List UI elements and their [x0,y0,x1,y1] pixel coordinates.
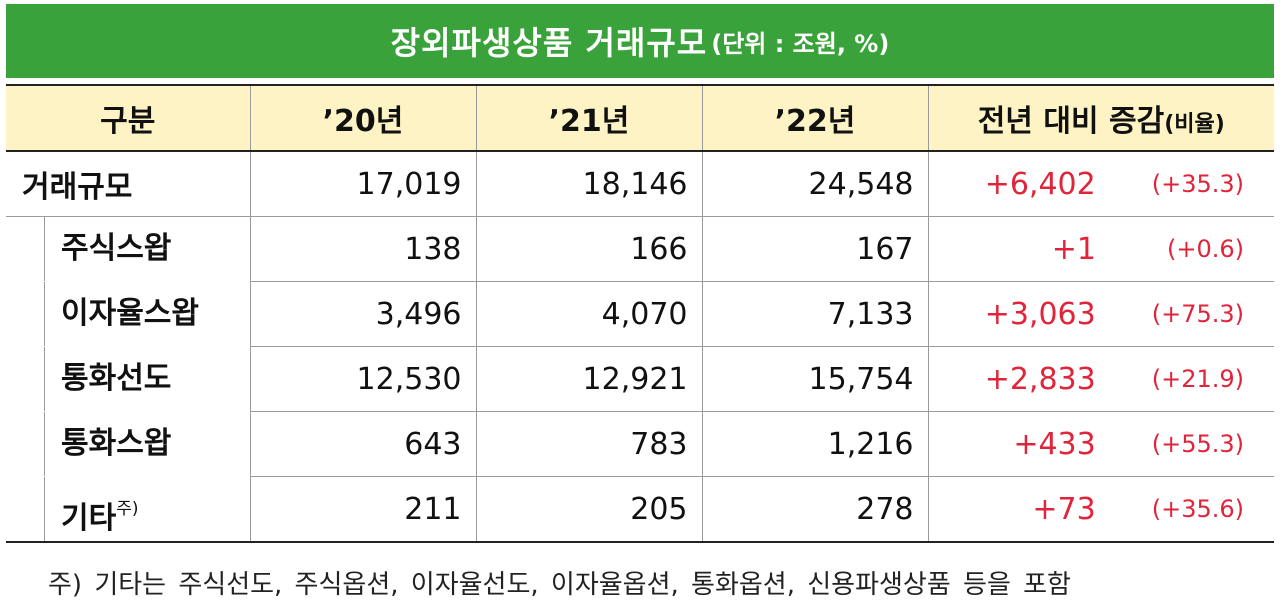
header-row: 구분 ’20년 ’21년 ’22년 전년 대비 증감(비율) [6,84,1274,152]
row-label-wrap: 기타주) [44,476,250,541]
value-2022: 24,548 [701,151,928,217]
value-2021: 4,070 [475,281,702,347]
derivatives-table: 구분 ’20년 ’21년 ’22년 전년 대비 증감(비율) 거래규모 17,0… [6,84,1274,543]
value-2020: 17,019 [249,151,476,217]
value-2020: 643 [249,411,476,477]
footnote-marker: 주) [116,498,139,519]
table-row: 기타주) 211 205 278 +73 (+35.6) [6,476,1274,543]
value-2021: 166 [475,216,702,282]
table-unit: (단위 : 조원, %) [711,29,890,58]
row-label-cell: 기타주) [6,476,250,543]
row-label-cell: 이자율스왑 [6,282,250,347]
title-banner: 장외파생상품 거래규모 (단위 : 조원, %) [6,4,1274,78]
value-2020: 138 [249,216,476,282]
table-title: 장외파생상품 거래규모 [390,24,708,62]
table-row: 주식스왑 138 166 167 +1 (+0.6) [6,216,1274,282]
row-label: 통화스왑 [44,412,250,476]
header-change: 전년 대비 증감(비율) [927,84,1274,152]
change-value: +3,063 [984,296,1096,332]
value-2022: 167 [701,216,928,282]
row-label: 이자율스왑 [44,282,250,346]
change-cell: +3,063 (+75.3) [927,281,1274,347]
change-value: +6,402 [984,166,1096,202]
change-ratio: (+35.6) [1151,495,1244,523]
table-row: 통화선도 12,530 12,921 15,754 +2,833 (+21.9) [6,346,1274,412]
change-ratio: (+55.3) [1151,430,1244,458]
value-2022: 15,754 [701,346,928,412]
row-label: 주식스왑 [44,217,250,282]
footnote: 주) 기타는 주식선도, 주식옵션, 이자율선도, 이자율옵션, 통화옵션, 신… [48,570,1071,600]
change-value: +433 [1013,426,1096,462]
change-cell: +433 (+55.3) [927,411,1274,477]
header-change-label: 전년 대비 증감 [977,104,1165,139]
value-2022: 278 [701,476,928,543]
change-cell: +2,833 (+21.9) [927,346,1274,412]
change-ratio: (+35.3) [1151,170,1244,198]
row-label: 기타 [61,500,117,536]
header-2020: ’20년 [249,84,476,152]
change-cell: +6,402 (+35.3) [927,151,1274,217]
value-2020: 211 [249,476,476,543]
value-2020: 12,530 [249,346,476,412]
change-value: +1 [1051,231,1096,267]
table-row: 통화스왑 643 783 1,216 +433 (+55.3) [6,411,1274,477]
row-label-cell: 통화스왑 [6,412,250,477]
value-2021: 18,146 [475,151,702,217]
value-2022: 1,216 [701,411,928,477]
row-label-cell: 통화선도 [6,347,250,412]
change-ratio: (+0.6) [1166,235,1244,263]
header-change-paren: (비율) [1164,112,1225,137]
change-value: +2,833 [984,361,1096,397]
value-2022: 7,133 [701,281,928,347]
value-2021: 205 [475,476,702,543]
row-label-cell: 주식스왑 [6,217,250,282]
row-label: 통화선도 [44,347,250,411]
value-2020: 3,496 [249,281,476,347]
header-2022: ’22년 [701,84,928,152]
header-category: 구분 [6,84,250,152]
table-row: 이자율스왑 3,496 4,070 7,133 +3,063 (+75.3) [6,281,1274,347]
change-cell: +1 (+0.6) [927,216,1274,282]
change-cell: +73 (+35.6) [927,476,1274,543]
change-ratio: (+21.9) [1151,365,1244,393]
change-ratio: (+75.3) [1151,300,1244,328]
value-2021: 12,921 [475,346,702,412]
change-value: +73 [1032,491,1096,527]
header-2021: ’21년 [475,84,702,152]
value-2021: 783 [475,411,702,477]
row-label: 거래규모 [6,151,250,217]
table-row: 거래규모 17,019 18,146 24,548 +6,402 (+35.3) [6,151,1274,217]
